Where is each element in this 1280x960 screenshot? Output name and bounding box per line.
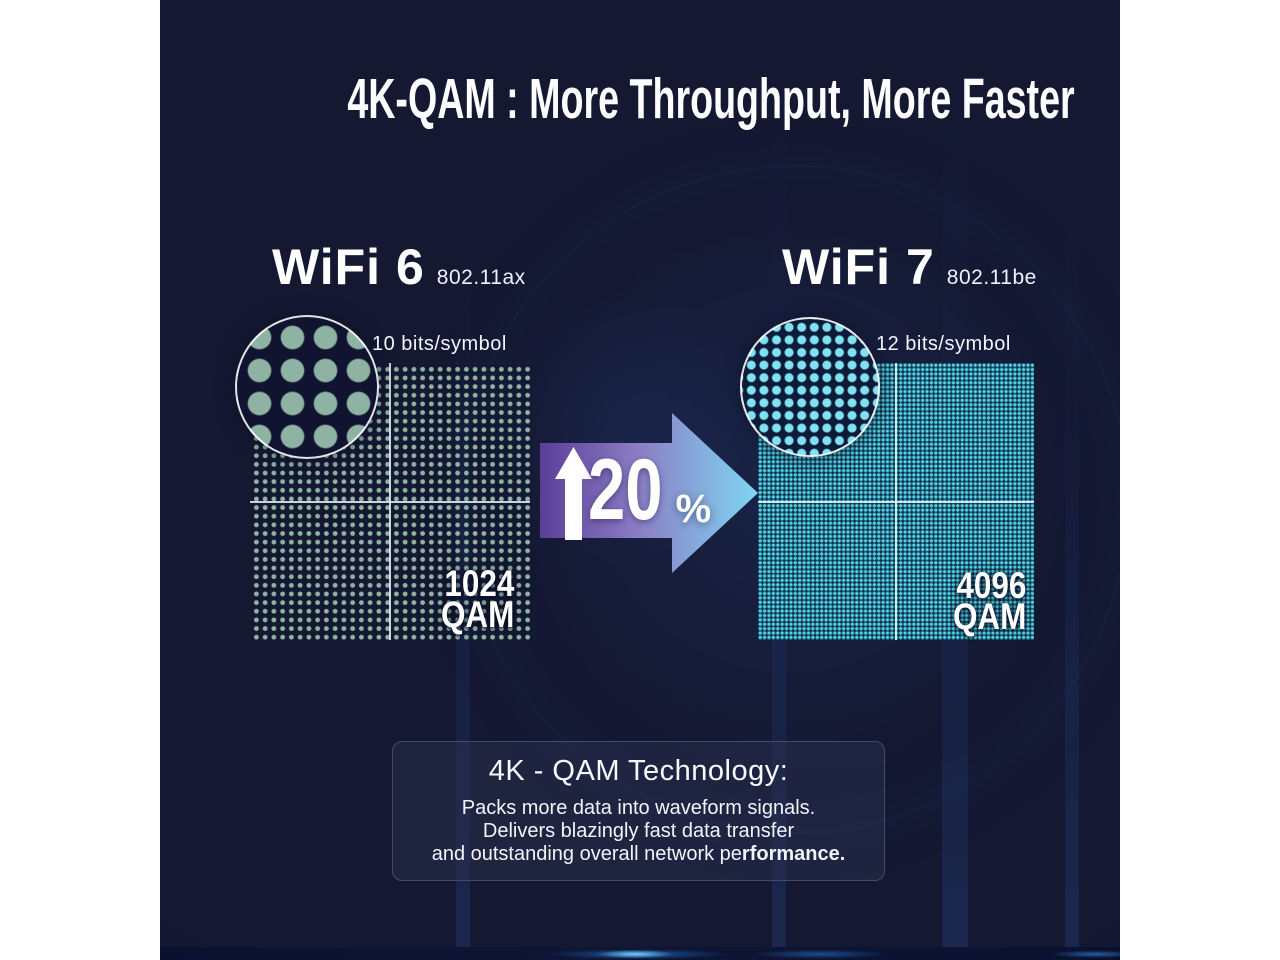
wifi7-header: WiFi 7 802.11be: [782, 238, 1037, 296]
wifi6-horizontal-axis: [250, 500, 530, 503]
info-box-line-1: Packs more data into waveform signals.: [461, 797, 816, 819]
wifi6-name: WiFi 6: [272, 239, 425, 295]
info-box: 4K - QAM Technology: Packs more data int…: [392, 741, 885, 881]
page-title: 4K-QAM : More Throughput, More Faster: [160, 66, 1120, 132]
wifi6-qam-value: 1024: [444, 562, 514, 604]
improvement-arrow: [540, 413, 758, 573]
wifi6-qam-unit: QAM: [440, 593, 514, 635]
wifi6-bits-per-symbol: 10 bits/symbol: [372, 333, 507, 355]
right-arrow-shape: [540, 413, 758, 573]
info-box-title: 4K - QAM Technology:: [488, 755, 789, 787]
bottom-light-strip: [160, 947, 1120, 960]
right-arrow-icon: [540, 413, 758, 573]
wifi7-qam-label: 4096 QAM: [940, 564, 1026, 637]
wifi6-constellation-grid: 1024 QAM: [250, 363, 530, 640]
wifi7-horizontal-axis: [758, 500, 1034, 503]
info-box-body: Packs more data into waveform signals. D…: [393, 797, 884, 866]
wifi6-zoom-circle-icon: [235, 315, 379, 459]
wifi6-standard: 802.11ax: [436, 266, 526, 289]
wifi6-header: WiFi 6 802.11ax: [272, 238, 526, 296]
wifi7-qam-value: 4096: [956, 564, 1026, 606]
wifi7-qam-unit: QAM: [952, 595, 1026, 637]
wifi7-zoom-circle-icon: [740, 317, 880, 457]
improvement-percent: 20: [588, 442, 663, 538]
up-arrow-icon: [555, 447, 592, 540]
info-box-line-2: Delivers blazingly fast data transfer: [482, 820, 795, 842]
wifi6-qam-label: 1024 QAM: [428, 562, 514, 635]
improvement-percent-sign: %: [675, 487, 712, 531]
wifi7-standard: 802.11be: [946, 266, 1037, 289]
infographic-canvas: 4K-QAM : More Throughput, More Faster Wi…: [160, 0, 1120, 960]
info-box-line-3: and outstanding overall network performa…: [431, 843, 846, 865]
light-beam: [1065, 0, 1079, 960]
page-title-text: 4K-QAM : More Throughput, More Faster: [347, 67, 1075, 131]
wifi7-name: WiFi 7: [782, 239, 935, 295]
improvement-value: 20 %: [588, 442, 712, 538]
wifi7-bits-per-symbol: 12 bits/symbol: [876, 333, 1011, 355]
